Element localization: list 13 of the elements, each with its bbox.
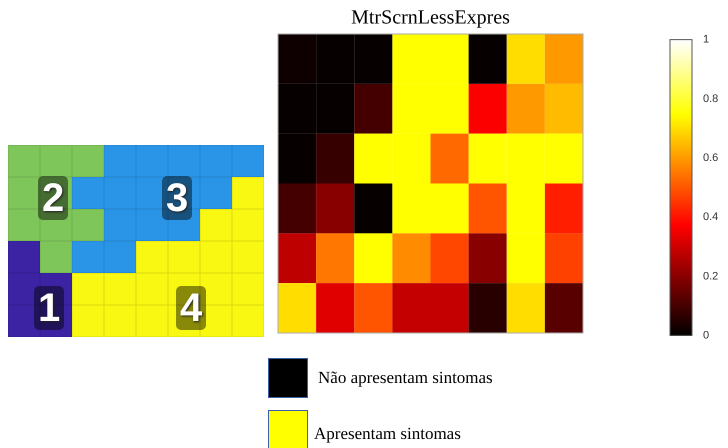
text: 3 [162, 176, 192, 220]
text: Apresentam sintomas [314, 424, 461, 444]
text: 4 [176, 286, 206, 330]
color-bar-label: 1 [703, 34, 710, 46]
color-bar-label: 0.8 [703, 92, 718, 105]
text: Não apresentam sintomas [318, 368, 493, 388]
text: 2 [38, 176, 68, 220]
color-bar-label: 0.4 [703, 211, 718, 224]
color-bar-label: 0.6 [703, 152, 718, 164]
text: 1 [34, 286, 64, 330]
color-bar-label: 0 [703, 329, 710, 342]
color-bar-label: 0.2 [703, 270, 718, 282]
chart-title: MtrScrnLessExpres [351, 6, 510, 28]
